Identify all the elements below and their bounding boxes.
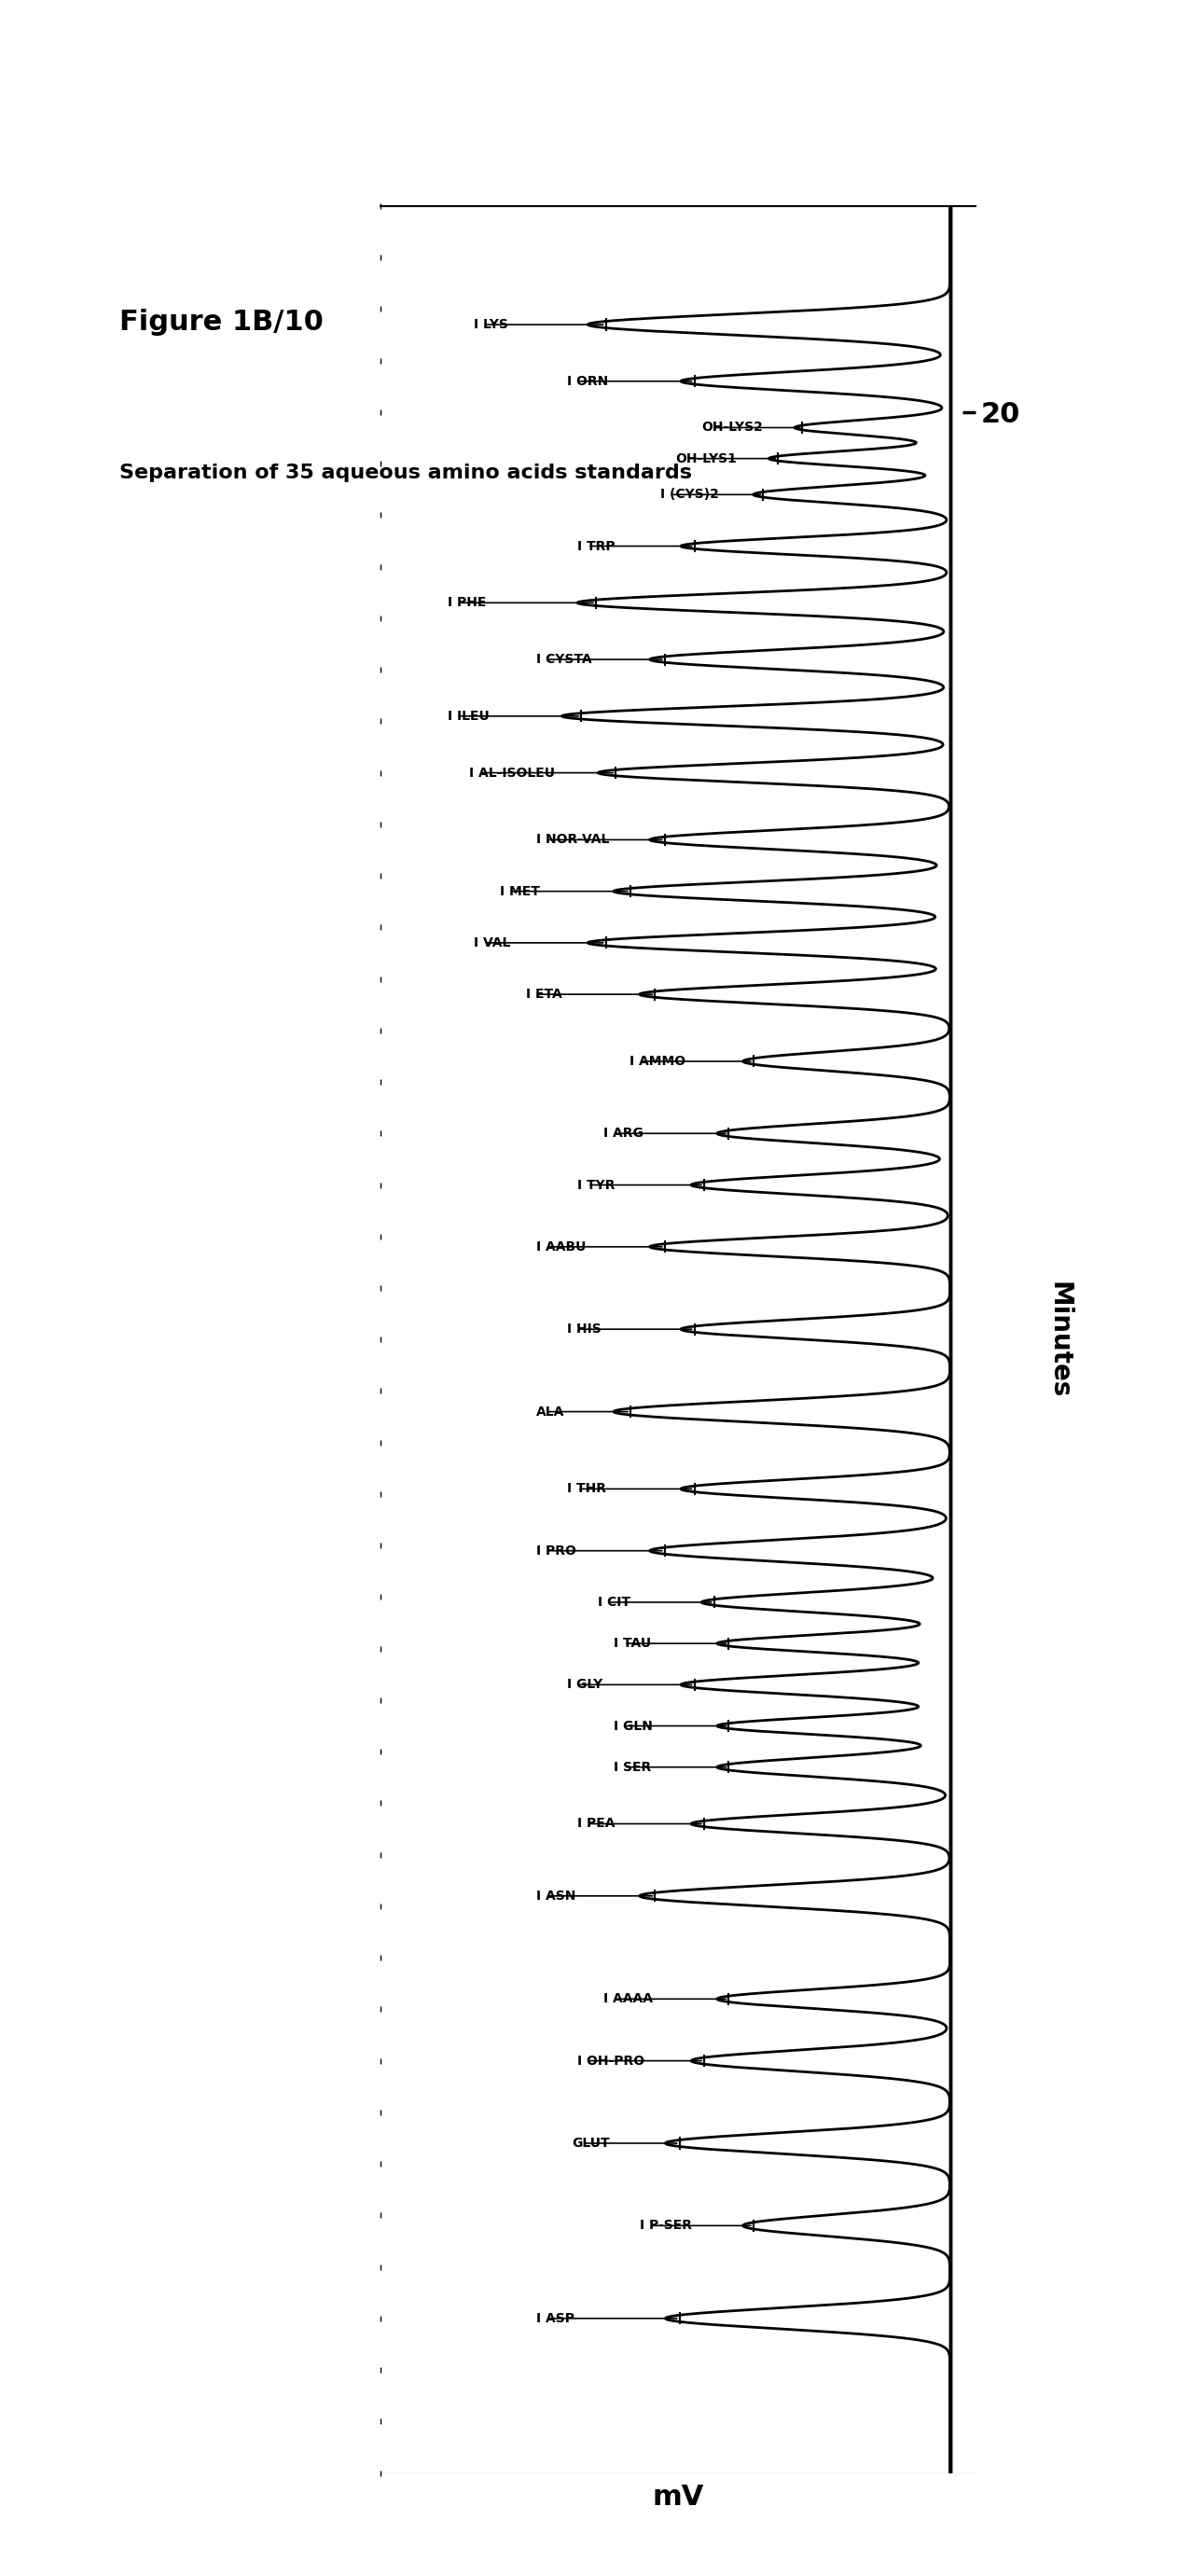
- Text: I CYSTA: I CYSTA: [536, 652, 591, 667]
- Text: I AL-ISOLEU: I AL-ISOLEU: [469, 765, 555, 781]
- Text: I ORN: I ORN: [568, 374, 608, 389]
- Text: I NOR-VAL: I NOR-VAL: [536, 832, 609, 848]
- Text: I PEA: I PEA: [577, 1816, 615, 1832]
- Text: I PRO: I PRO: [536, 1543, 576, 1558]
- Text: I CIT: I CIT: [599, 1595, 631, 1610]
- Text: I SER: I SER: [614, 1759, 651, 1775]
- Text: Figure 1B/10: Figure 1B/10: [119, 309, 324, 335]
- Text: I AABU: I AABU: [536, 1239, 585, 1255]
- Text: I ILEU: I ILEU: [449, 708, 490, 724]
- Text: I OH-PRO: I OH-PRO: [577, 2053, 645, 2069]
- Text: I (CYS)2: I (CYS)2: [660, 487, 719, 502]
- Text: Separation of 35 aqueous amino acids standards: Separation of 35 aqueous amino acids sta…: [119, 464, 691, 482]
- Text: I HIS: I HIS: [568, 1321, 601, 1337]
- Text: OH-LYS2: OH-LYS2: [702, 420, 763, 435]
- Text: I AAAA: I AAAA: [603, 1991, 652, 2007]
- Text: I ETA: I ETA: [526, 987, 562, 1002]
- Text: I MET: I MET: [500, 884, 540, 899]
- Text: I ASN: I ASN: [536, 1888, 576, 1904]
- Text: GLUT: GLUT: [572, 2136, 610, 2151]
- X-axis label: mV: mV: [652, 2483, 704, 2512]
- Text: I VAL: I VAL: [474, 935, 511, 951]
- Text: ALA: ALA: [536, 1404, 564, 1419]
- Text: I LYS: I LYS: [474, 317, 508, 332]
- Text: I ARG: I ARG: [603, 1126, 644, 1141]
- Text: I TRP: I TRP: [577, 538, 615, 554]
- Text: I GLY: I GLY: [568, 1677, 602, 1692]
- Text: OH-LYS1: OH-LYS1: [676, 451, 737, 466]
- Text: I THR: I THR: [568, 1481, 606, 1497]
- Text: I ASP: I ASP: [536, 2311, 575, 2326]
- Y-axis label: Minutes: Minutes: [1046, 1280, 1072, 1399]
- Text: I GLN: I GLN: [614, 1718, 652, 1734]
- Text: I P-SER: I P-SER: [639, 2218, 691, 2233]
- Text: I TYR: I TYR: [577, 1177, 615, 1193]
- Text: I TAU: I TAU: [614, 1636, 651, 1651]
- Text: I PHE: I PHE: [449, 595, 487, 611]
- Text: I AMMO: I AMMO: [630, 1054, 685, 1069]
